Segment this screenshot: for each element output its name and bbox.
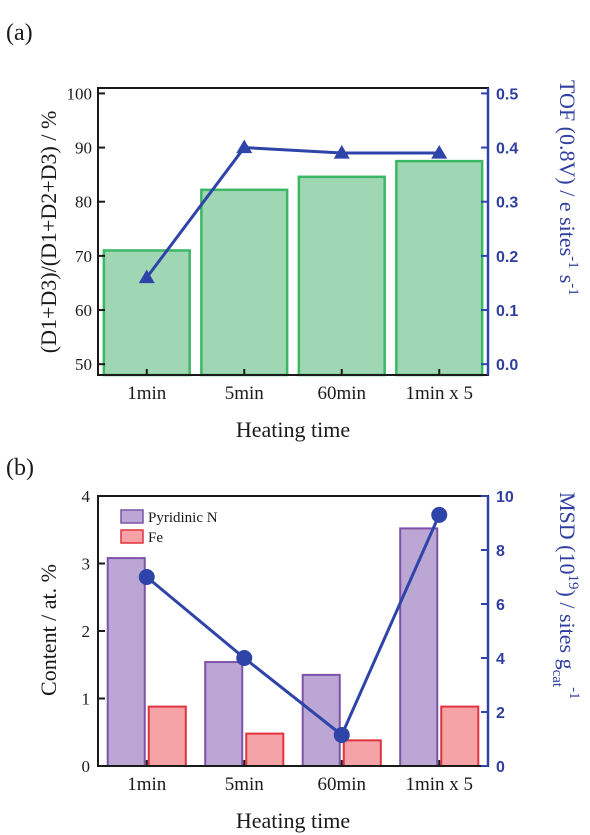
category-label-2: 60min <box>317 383 366 404</box>
panel-b-right-ticks: 0 2 4 6 8 10 <box>481 489 514 776</box>
tof-point-3 <box>431 144 448 159</box>
panel-b-y2-title-sup2: -1 <box>566 687 582 700</box>
category-label-1: 5min <box>225 774 265 795</box>
right-tick-label-1: 0.1 <box>496 303 518 320</box>
left-tick-label-2: 70 <box>75 247 92 266</box>
panel-b-x-axis-title: Heating time <box>236 808 350 833</box>
legend-swatch-fe <box>120 529 144 544</box>
panel-b-y2-title-sub: cat <box>549 670 565 688</box>
left-tick-label-3: 80 <box>75 193 92 212</box>
legend-swatch-pyridinic-n <box>120 509 144 524</box>
left-tick-label-1: 1 <box>82 690 91 709</box>
panel-a-line <box>138 139 448 284</box>
right-tick-label-4: 8 <box>496 543 505 560</box>
panel-a-y-axis-title: (D1+D3)/(D1+D2+D3) / % <box>36 111 61 354</box>
bar-fe-1 <box>245 732 285 767</box>
bar-fe-2 <box>342 739 382 767</box>
panel-a-bars <box>102 159 484 377</box>
right-tick-label-0: 0 <box>496 759 505 776</box>
panel-a-y2-title-main: TOF (0.8V) / e sites <box>555 80 580 256</box>
left-tick-label-0: 0 <box>82 757 91 776</box>
tof-point-1 <box>236 139 253 154</box>
left-tick-label-5: 100 <box>67 84 93 103</box>
panel-b-category-labels: 1min 5min 60min 1min x 5 <box>127 760 473 795</box>
right-tick-label-0: 0.0 <box>496 357 518 374</box>
panel-a-left-ticks: 50 60 70 80 90 100 <box>67 84 105 374</box>
panel-b-y2-title-main: MSD (10 <box>555 492 580 575</box>
msd-point-2 <box>333 726 350 743</box>
right-tick-label-1: 2 <box>496 705 505 722</box>
left-tick-label-2: 2 <box>82 622 91 641</box>
bar-pyridinic-n-0 <box>106 557 146 767</box>
category-label-2: 60min <box>317 774 366 795</box>
bar-ratio-0 <box>102 249 191 377</box>
bar-fe-3 <box>440 705 480 767</box>
bar-fe-0 <box>147 705 187 767</box>
panel-b-y-axis-title: Content / at. % <box>36 564 61 696</box>
panel-b-label: (b) <box>6 455 34 481</box>
panel-b-y2-title-mid: ) / sites g <box>555 590 580 670</box>
right-tick-label-5: 0.5 <box>496 86 518 103</box>
category-label-0: 1min <box>127 774 167 795</box>
panel-a-right-ticks: 0.0 0.1 0.2 0.3 0.4 0.5 <box>481 86 518 374</box>
panel-b-bars <box>106 527 480 768</box>
msd-point-0 <box>138 569 155 585</box>
right-tick-label-2: 0.2 <box>496 249 518 266</box>
left-tick-label-4: 90 <box>75 139 92 158</box>
panel-a-y2-title-sup2: -1 <box>565 283 581 296</box>
tof-line <box>145 146 440 279</box>
category-label-3: 1min x 5 <box>405 774 473 795</box>
legend-label-fe: Fe <box>148 530 163 546</box>
left-tick-label-0: 50 <box>75 355 92 374</box>
right-tick-label-4: 0.4 <box>496 141 518 158</box>
panel-b-y2-axis-title: MSD (1019) / sites gcat-1 <box>549 492 582 700</box>
tof-point-2 <box>333 144 350 159</box>
panel-a-x-axis-title: Heating time <box>236 417 350 442</box>
legend-label-pyridinic-n: Pyridinic N <box>148 510 218 526</box>
panel-b-y2-title-sup: 19 <box>565 575 581 590</box>
right-tick-label-2: 4 <box>496 651 505 668</box>
right-tick-label-5: 10 <box>496 489 514 506</box>
msd-point-3 <box>431 506 448 523</box>
bar-ratio-1 <box>200 188 289 377</box>
panel-a-y2-title-sup1: -1 <box>565 256 581 269</box>
panel-b-legend: Pyridinic N Fe <box>120 509 218 546</box>
left-tick-label-4: 4 <box>82 487 91 506</box>
category-label-3: 1min x 5 <box>405 383 473 404</box>
panel-b-line <box>138 506 448 743</box>
bar-ratio-2 <box>297 175 386 377</box>
panel-a-y2-axis-title: TOF (0.8V) / e sites-1s-1 <box>555 80 581 296</box>
panel-a: (a) 50 60 70 80 90 100 0.0 0.1 0.2 0.3 0.4 0.5 1mi… <box>6 20 581 442</box>
tof-point-0 <box>138 269 155 284</box>
bar-pyridinic-n-1 <box>204 661 244 767</box>
msd-line <box>145 514 441 738</box>
category-label-1: 5min <box>225 383 265 404</box>
left-tick-label-1: 60 <box>75 301 92 320</box>
right-tick-label-3: 0.3 <box>496 195 518 212</box>
category-label-0: 1min <box>127 383 167 404</box>
panel-a-y2-title-mid: s <box>555 275 580 284</box>
panel-a-category-labels: 1min 5min 60min 1min x 5 <box>127 369 473 404</box>
panel-b-left-ticks: 0 1 2 3 4 <box>82 487 105 776</box>
msd-point-1 <box>236 650 253 666</box>
panel-a-label: (a) <box>6 20 33 46</box>
right-tick-label-3: 6 <box>496 597 505 614</box>
bar-pyridinic-n-3 <box>399 527 439 768</box>
left-tick-label-3: 3 <box>82 555 91 574</box>
bar-ratio-3 <box>395 159 484 377</box>
